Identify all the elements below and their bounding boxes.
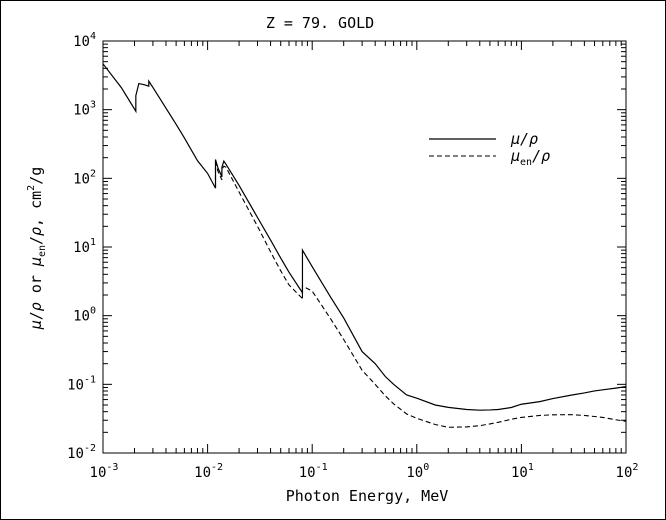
legend-mu-tail: /ρ [520,130,538,148]
ylabel-rho: ρ [27,302,45,311]
y-tick-label: 10-2 [67,443,96,462]
y-tick-label-exp: -2 [84,443,96,454]
ylabel-slash: / [27,311,45,320]
y-tick-label: 102 [73,168,96,187]
legend-muen-main: μ [510,147,520,165]
ylabel-unit-cm: cm [27,191,45,209]
legend-muen-sub: en [520,157,532,168]
x-tick-label: 100 [406,462,429,481]
x-tick-label-exp: 1 [528,462,534,473]
x-tick-label: 102 [616,462,639,481]
chart-title: Z = 79. GOLD [266,14,374,32]
ylabel-or: or [27,266,45,302]
ylabel-mu: μ [27,320,45,330]
y-tick-label-base: 10 [67,446,84,462]
y-tick-label-exp: 4 [90,31,96,42]
x-tick-label-exp: 0 [423,462,429,473]
y-tick-label: 10-1 [67,374,96,393]
ylabel-slash2: / [27,236,45,245]
x-tick-label-base: 10 [194,465,211,481]
legend-label-mu-rho: μ/ρ [510,130,538,148]
y-tick-label-base: 10 [67,377,84,393]
legend-label-mu-en-rho: μen/ρ [510,147,550,168]
ylabel-sep: , [27,209,45,227]
x-tick-label: 10-1 [299,462,328,481]
x-tick-label-base: 10 [616,465,633,481]
x-axis-label: Photon Energy, MeV [286,487,449,505]
ylabel-mu2: μ [27,257,45,267]
y-tick-label: 101 [73,237,96,256]
ylabel-rho2: ρ [27,227,45,236]
x-axis-tick-labels: 10-3 10-2 10-1 100 101 102 [90,462,639,481]
x-tick-label-exp: -1 [316,462,328,473]
y-tick-label-base: 10 [73,309,90,325]
plot-area-border [102,40,627,454]
legend: μ/ρ μen/ρ [429,130,550,168]
x-tick-label-exp: -3 [106,462,118,473]
x-axis-ticks [102,41,627,453]
series-line-mu-en-rho [214,162,627,428]
ylabel-unit-g: /g [27,167,45,185]
y-tick-label-exp: 3 [90,100,96,111]
legend-mu-main: μ [510,130,520,148]
series-line-mu-rho [102,63,627,411]
x-tick-label-base: 10 [299,465,316,481]
y-tick-label-base: 10 [73,171,90,187]
y-axis-ticks [103,40,626,454]
x-tick-label-base: 10 [511,465,528,481]
ylabel-unit-exp: 2 [26,185,37,191]
x-tick-label-base: 10 [406,465,423,481]
y-tick-label-base: 10 [73,34,90,50]
x-tick-label-base: 10 [90,465,107,481]
y-tick-label-exp: 2 [90,168,96,179]
y-tick-label: 104 [73,31,96,50]
x-tick-label-exp: 2 [632,462,638,473]
legend-muen-tail: /ρ [532,147,550,165]
y-tick-label-exp: 0 [90,306,96,317]
x-tick-label-exp: -2 [211,462,223,473]
y-axis-label: μ/ρ or μen/ρ, cm2/g [26,167,48,331]
y-tick-label-exp: 1 [90,237,96,248]
y-tick-label: 100 [73,306,96,325]
y-tick-label: 103 [73,100,96,119]
y-tick-label-exp: -1 [84,374,96,385]
y-tick-label-base: 10 [73,240,90,256]
x-tick-label: 10-3 [90,462,119,481]
x-tick-label: 101 [511,462,534,481]
y-tick-label-base: 10 [73,103,90,119]
x-tick-label: 10-2 [194,462,223,481]
ylabel-en-sub: en [37,245,48,257]
